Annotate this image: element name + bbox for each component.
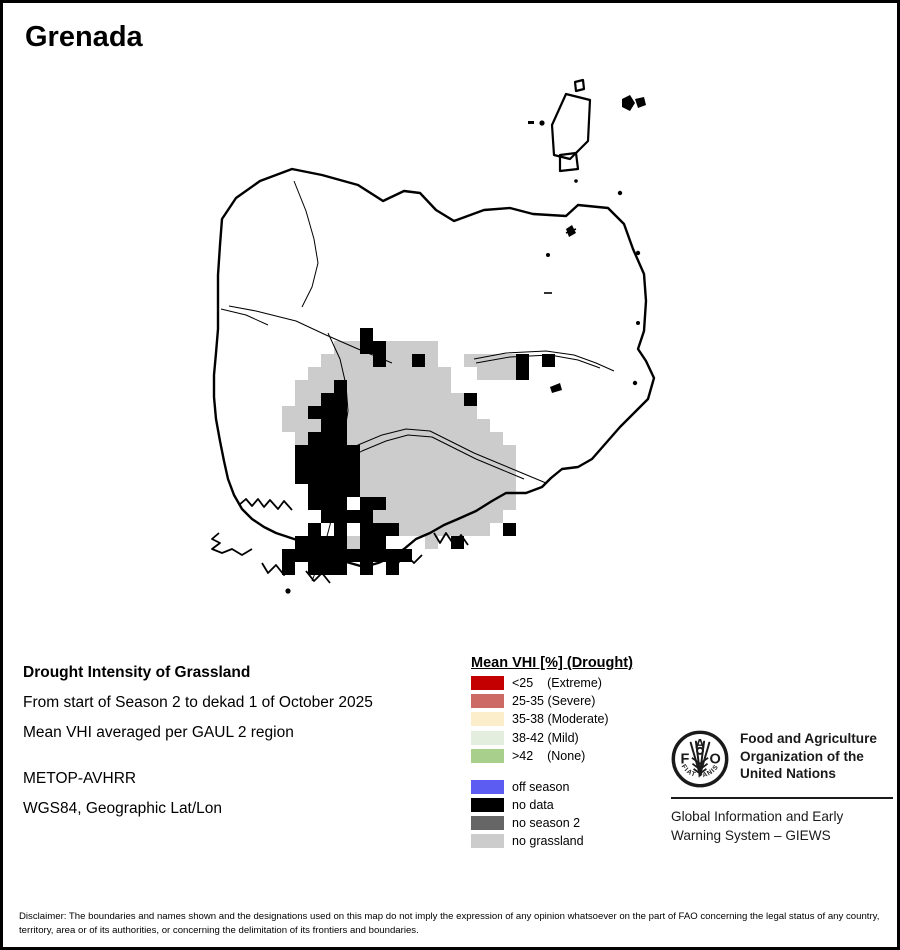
- northern-grenadine-islands: [550, 78, 592, 173]
- legend-row-severe[interactable]: 25-35 (Severe): [471, 694, 671, 709]
- page-title: Grenada: [25, 21, 143, 53]
- fao-logo-icon: F A O FIAT PANIS: [671, 730, 729, 788]
- legend-label-moderate: 35-38 (Moderate): [512, 712, 609, 727]
- legend-swatch-severe: [471, 694, 504, 709]
- map-canvas[interactable]: [6, 63, 897, 633]
- legend-label-no-grassland: no grassland: [512, 834, 584, 848]
- legend-label-mild: 38-42 (Mild): [512, 730, 579, 745]
- svg-text:O: O: [709, 752, 720, 768]
- legend-label-no-data: no data: [512, 797, 554, 812]
- legend-row-mild[interactable]: 38-42 (Mild): [471, 730, 671, 745]
- legend-row-none[interactable]: >42 (None): [471, 748, 671, 763]
- east-coast-islets: [544, 228, 577, 294]
- caption-line-projection: WGS84, Geographic Lat/Lon: [23, 800, 223, 817]
- legend-label-none: >42 (None): [512, 748, 586, 763]
- caption-line-sensor: METOP-AVHRR: [23, 770, 137, 787]
- raster-no-data-cells: [282, 328, 555, 575]
- coastline-south-detail: [211, 498, 469, 584]
- legend-row-off-season[interactable]: off season: [471, 779, 671, 794]
- giews-programme-name: Global Information and Early Warning Syst…: [671, 809, 844, 843]
- legend-row-extreme[interactable]: <25 (Extreme): [471, 676, 671, 691]
- caption-line-product: Drought Intensity of Grassland: [23, 664, 251, 681]
- legend-row-no-grassland[interactable]: no grassland: [471, 834, 671, 849]
- legend-row-no-season-2[interactable]: no season 2: [471, 815, 671, 831]
- offshore-islets: [285, 95, 646, 594]
- caption-line-aggregation: Mean VHI averaged per GAUL 2 region: [23, 724, 294, 741]
- legend-row-no-data[interactable]: no data: [471, 797, 671, 813]
- legend-swatch-no-grassland: [471, 834, 504, 848]
- svg-text:A: A: [695, 736, 705, 751]
- legend-swatch-none: [471, 748, 504, 763]
- caption-line-period: From start of Season 2 to dekad 1 of Oct…: [23, 694, 373, 711]
- legend-label-severe: 25-35 (Severe): [512, 694, 596, 709]
- grenada-map-graphic: [211, 78, 656, 594]
- legend-row-moderate[interactable]: 35-38 (Moderate): [471, 712, 671, 727]
- legend-swatch-mild: [471, 730, 504, 745]
- coastline-main-island: [212, 167, 656, 569]
- legend-swatch-off-season: [471, 779, 504, 794]
- legend-swatch-no-season-2: [471, 815, 504, 830]
- legend-label-no-season-2: no season 2: [512, 815, 581, 830]
- legend-group-spacer: [471, 766, 671, 779]
- admin-boundaries: [220, 180, 615, 582]
- legend-swatch-extreme: [471, 676, 504, 691]
- fao-branding-block: F A O FIAT PANIS Food and Agriculture Org…: [671, 730, 893, 845]
- legend-title: Mean VHI [%] (Drought): [471, 655, 633, 671]
- fao-organization-name: Food and Agriculture Organization of the U…: [740, 731, 877, 781]
- caption-spacer: [23, 748, 453, 764]
- legend-label-off-season: off season: [512, 779, 570, 794]
- fao-divider: [671, 797, 893, 799]
- legend: Mean VHI [%] (Drought) <25 (Extreme) 25-…: [471, 655, 671, 852]
- svg-text:F: F: [680, 752, 689, 768]
- legend-swatch-no-data: [471, 797, 504, 812]
- disclaimer-text: Disclaimer: The boundaries and names sho…: [19, 911, 880, 936]
- legend-swatch-moderate: [471, 712, 504, 727]
- legend-label-extreme: <25 (Extreme): [512, 676, 602, 691]
- caption-block: Drought Intensity of Grassland From star…: [23, 658, 453, 824]
- fao-header: F A O FIAT PANIS Food and Agriculture Org…: [671, 730, 893, 788]
